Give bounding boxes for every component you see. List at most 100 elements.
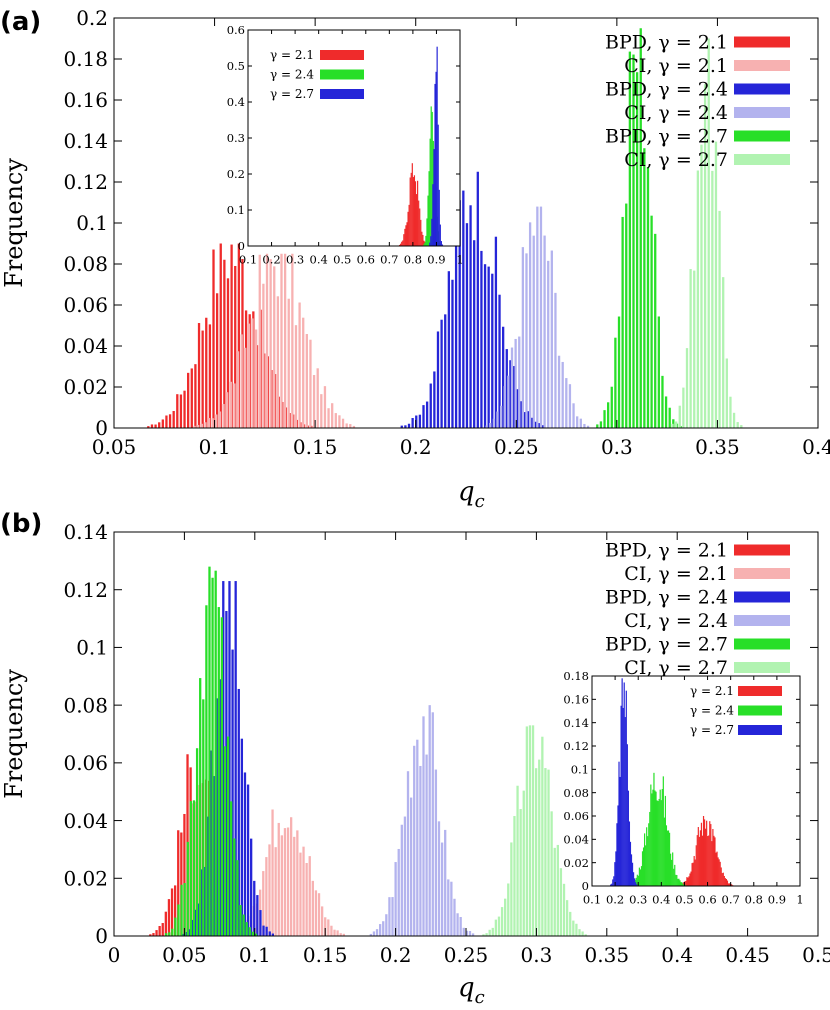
- main-x-tick-label: 0.5: [802, 943, 830, 967]
- main-bar: [507, 883, 510, 936]
- main-bar: [265, 926, 268, 936]
- main-bar: [586, 425, 590, 428]
- inset-bar: [438, 189, 440, 246]
- main-bar: [317, 893, 321, 936]
- main-bar: [203, 866, 206, 936]
- main-bar: [369, 933, 372, 936]
- main-bar: [262, 871, 265, 936]
- main-bar: [544, 768, 547, 936]
- inset-bar: [610, 884, 612, 886]
- main-x-tick-label: 0.15: [303, 943, 348, 967]
- inset-bar: [683, 882, 685, 886]
- inset-bar: [421, 231, 423, 246]
- main-bar: [485, 933, 488, 936]
- main-y-tick-label: 0.2: [76, 6, 108, 30]
- main-bar: [397, 848, 400, 936]
- main-bar: [336, 930, 339, 936]
- inset-bar: [656, 800, 658, 886]
- inset-bar: [677, 878, 679, 886]
- inset-bar: [660, 800, 662, 886]
- main-bar: [161, 923, 164, 936]
- main-bar: [422, 716, 425, 936]
- main-bar: [268, 844, 271, 936]
- main-x-tick-label: 0.05: [162, 943, 207, 967]
- main-bar: [262, 283, 265, 428]
- main-x-tick-label: 0.3: [601, 435, 633, 459]
- main-bar: [251, 931, 254, 936]
- main-bar: [469, 205, 472, 428]
- main-legend-entry: BPD, γ = 2.7: [605, 634, 728, 656]
- main-bar: [202, 699, 205, 936]
- inset-bar: [402, 240, 404, 246]
- main-bar: [480, 250, 483, 428]
- main-bar: [233, 383, 236, 428]
- inset-series-2: [429, 46, 444, 247]
- main-bar: [556, 844, 559, 936]
- main-bar: [382, 921, 385, 936]
- inset-bar: [628, 821, 631, 886]
- main-bar: [440, 842, 444, 936]
- inset-y-tick-label: 0.1: [571, 762, 589, 776]
- main-bar: [553, 847, 556, 936]
- main-bar: [444, 829, 447, 936]
- main-bar: [525, 253, 528, 428]
- main-bar: [534, 421, 537, 428]
- main-bar: [195, 748, 199, 936]
- main-legend-swatch: [734, 83, 790, 95]
- main-bar: [242, 914, 245, 936]
- inset-bar: [649, 811, 651, 886]
- inset-bar: [429, 242, 431, 246]
- main-bar: [184, 931, 188, 936]
- main-bar: [462, 190, 465, 428]
- inset-bar: [668, 832, 671, 886]
- inset-bar: [702, 816, 705, 886]
- inset-bar: [706, 820, 708, 886]
- inset-bar: [618, 761, 620, 886]
- main-bar: [722, 277, 725, 428]
- main-bar: [672, 419, 675, 428]
- main-bar: [447, 271, 450, 428]
- main-bar: [603, 410, 606, 428]
- main-bar: [217, 607, 220, 936]
- inset-bar: [440, 241, 442, 246]
- inset-bar: [698, 836, 700, 886]
- main-bar: [215, 293, 219, 428]
- main-bar: [494, 919, 498, 936]
- main-y-tick-label: 0.04: [63, 334, 108, 358]
- main-bar: [323, 386, 327, 428]
- main-bar: [352, 425, 356, 428]
- main-y-tick-label: 0.14: [63, 520, 108, 544]
- main-bar: [518, 336, 521, 428]
- main-bar: [409, 797, 413, 936]
- main-bar: [280, 835, 284, 936]
- main-series-4: [164, 566, 258, 936]
- main-bar: [349, 424, 352, 428]
- main-x-tick-label: 0.25: [444, 943, 489, 967]
- main-bar: [729, 396, 732, 428]
- inset-bar: [665, 825, 668, 886]
- inset-bar: [644, 833, 646, 886]
- main-bar: [164, 911, 167, 936]
- main-x-tick-label: 0.25: [494, 435, 539, 459]
- inset-x-tick-label: 0.2: [606, 893, 624, 907]
- main-bar: [320, 394, 323, 428]
- main-bar: [225, 610, 228, 936]
- inset-y-tick-label: 0.06: [563, 809, 589, 823]
- main-bar: [413, 745, 416, 936]
- inset-bar: [673, 868, 675, 886]
- inset-bar: [726, 880, 729, 886]
- main-bar: [523, 412, 527, 428]
- inset-legend-entry: γ = 2.7: [690, 723, 734, 737]
- main-x-tick-label: 0.35: [695, 435, 740, 459]
- main-bar: [246, 784, 250, 936]
- inset-bar: [624, 717, 626, 886]
- main-bar: [378, 924, 382, 936]
- inset-bar: [398, 244, 401, 246]
- inset-bar: [663, 817, 665, 886]
- main-x-tick-label: 0.1: [239, 943, 271, 967]
- inset-bar: [430, 106, 432, 246]
- main-bar: [173, 885, 177, 936]
- main-bar: [554, 292, 557, 428]
- main-legend-entry: CI, γ = 2.7: [624, 149, 728, 171]
- main-bar: [646, 167, 650, 429]
